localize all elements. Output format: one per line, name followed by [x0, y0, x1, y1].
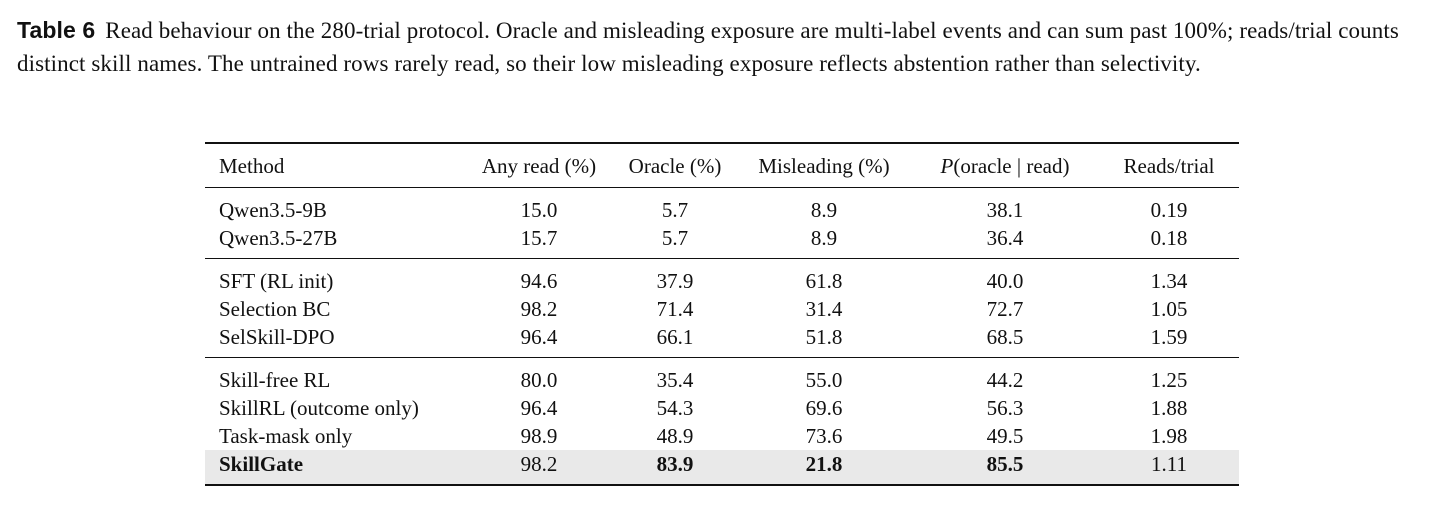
cell-misleading: 69.6: [805, 396, 843, 420]
cell-reads-trial: 1.05: [1150, 297, 1188, 321]
header-p-oracle-given-read: P(oracle | read): [911, 143, 1099, 188]
cell-p-oracle-read-best: 85.5: [911, 450, 1099, 485]
group-rl: Skill-free RL 80.0 35.4 55.0 44.2 1.25 S…: [205, 357, 1239, 485]
cell-oracle: 66.1: [656, 325, 694, 349]
cell-oracle: 54.3: [656, 396, 694, 420]
header-any-read: Any read (%): [481, 153, 597, 178]
group-untrained: Qwen3.5-9B 15.0 5.7 8.9 38.1 0.19 Qwen3.…: [205, 188, 1239, 259]
cell-method: SkillRL (outcome only): [219, 396, 419, 420]
cell-oracle-best: 83.9: [613, 450, 737, 485]
cell-reads-trial: 1.98: [1150, 424, 1188, 448]
cell-oracle: 5.7: [661, 226, 689, 250]
cell-oracle: 37.9: [656, 269, 694, 293]
cell-any-read: 98.2: [465, 450, 613, 485]
table-row: Selection BC 98.2 71.4 31.4 72.7 1.05: [205, 295, 1239, 323]
cell-method: SelSkill-DPO: [219, 325, 335, 349]
cell-misleading: 8.9: [810, 226, 838, 250]
cell-method: Qwen3.5-27B: [219, 226, 338, 250]
cell-p-oracle-read: 40.0: [986, 269, 1024, 293]
table-row: Task-mask only 98.9 48.9 73.6 49.5 1.98: [205, 422, 1239, 450]
cell-p-oracle-read: 38.1: [986, 198, 1024, 222]
cell-method: SkillGate: [205, 450, 465, 485]
results-table: Method Any read (%) Oracle (%) Misleadin…: [205, 142, 1239, 486]
cell-method: Task-mask only: [219, 424, 353, 448]
cell-any-read: 15.7: [520, 226, 558, 250]
table-row: Skill-free RL 80.0 35.4 55.0 44.2 1.25: [205, 358, 1239, 395]
table-row: Qwen3.5-9B 15.0 5.7 8.9 38.1 0.19: [205, 188, 1239, 225]
table-caption: Table 6 Read behaviour on the 280-trial p…: [17, 14, 1432, 80]
cell-reads-trial: 1.25: [1150, 368, 1188, 392]
cell-method: Skill-free RL: [219, 368, 331, 392]
cell-p-oracle-read: 49.5: [986, 424, 1024, 448]
cell-reads-trial: 1.59: [1150, 325, 1188, 349]
cell-oracle: 48.9: [656, 424, 694, 448]
cell-any-read: 94.6: [520, 269, 558, 293]
cell-oracle: 35.4: [656, 368, 694, 392]
cell-reads-trial: 0.18: [1150, 226, 1188, 250]
cell-any-read: 80.0: [520, 368, 558, 392]
cell-misleading-best: 21.8: [737, 450, 911, 485]
table-row: SelSkill-DPO 96.4 66.1 51.8 68.5 1.59: [205, 323, 1239, 358]
highlighted-row: SkillGate 98.2 83.9 21.8 85.5 1.11: [205, 450, 1239, 485]
header-method: Method: [219, 153, 285, 178]
cell-any-read: 96.4: [520, 396, 558, 420]
cell-any-read: 96.4: [520, 325, 558, 349]
cell-oracle: 71.4: [656, 297, 694, 321]
cell-any-read: 98.9: [520, 424, 558, 448]
cell-p-oracle-read: 44.2: [986, 368, 1024, 392]
header-reads-per-trial: Reads/trial: [1123, 153, 1215, 178]
header-misleading: Misleading (%): [758, 153, 890, 178]
table-row: SFT (RL init) 94.6 37.9 61.8 40.0 1.34: [205, 259, 1239, 296]
cell-misleading: 8.9: [810, 198, 838, 222]
table-header: Method Any read (%) Oracle (%) Misleadin…: [205, 143, 1239, 188]
cell-misleading: 51.8: [805, 325, 843, 349]
caption-text: Read behaviour on the 280-trial protocol…: [17, 18, 1399, 76]
header-row: Method Any read (%) Oracle (%) Misleadin…: [205, 143, 1239, 188]
cell-reads-trial: 1.11: [1099, 450, 1239, 485]
caption-label: Table 6: [17, 17, 96, 43]
cell-p-oracle-read: 36.4: [986, 226, 1024, 250]
group-supervised: SFT (RL init) 94.6 37.9 61.8 40.0 1.34 S…: [205, 258, 1239, 358]
cell-misleading: 31.4: [805, 297, 843, 321]
cell-misleading: 61.8: [805, 269, 843, 293]
cell-oracle: 5.7: [661, 198, 689, 222]
table-row: Qwen3.5-27B 15.7 5.7 8.9 36.4 0.18: [205, 224, 1239, 259]
cell-reads-trial: 1.34: [1150, 269, 1188, 293]
cell-reads-trial: 0.19: [1150, 198, 1188, 222]
cell-p-oracle-read: 68.5: [986, 325, 1024, 349]
header-oracle: Oracle (%): [628, 153, 722, 178]
table-row: SkillRL (outcome only) 96.4 54.3 69.6 56…: [205, 394, 1239, 422]
cell-reads-trial: 1.88: [1150, 396, 1188, 420]
cell-any-read: 15.0: [520, 198, 558, 222]
cell-method: Qwen3.5-9B: [219, 198, 327, 222]
cell-misleading: 55.0: [805, 368, 843, 392]
cell-p-oracle-read: 72.7: [986, 297, 1024, 321]
cell-any-read: 98.2: [520, 297, 558, 321]
header-p-symbol: P: [940, 153, 954, 178]
cell-misleading: 73.6: [805, 424, 843, 448]
cell-p-oracle-read: 56.3: [986, 396, 1024, 420]
cell-method: SFT (RL init): [219, 269, 334, 293]
cell-method: Selection BC: [219, 297, 331, 321]
header-p-condition: (oracle | read): [953, 153, 1070, 178]
